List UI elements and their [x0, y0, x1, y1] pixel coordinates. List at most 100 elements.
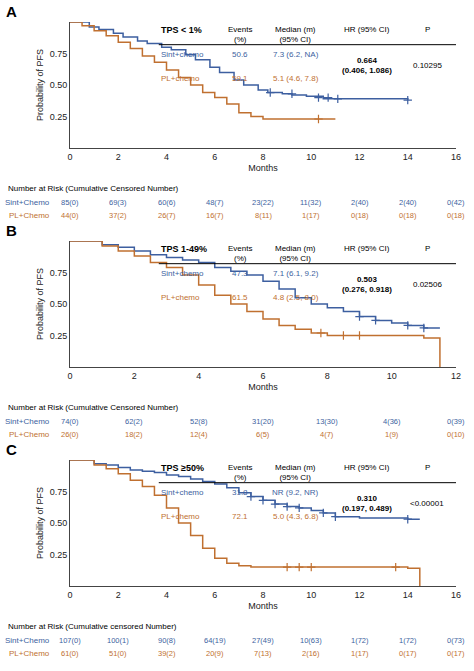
svg-text:NR (9.2, NR): NR (9.2, NR) [272, 488, 319, 497]
svg-text:12(4): 12(4) [190, 430, 208, 439]
svg-text:0.25: 0.25 [50, 331, 68, 341]
svg-text:69(3): 69(3) [109, 198, 127, 207]
svg-text:C: C [6, 441, 17, 458]
svg-text:0.50: 0.50 [50, 299, 68, 309]
svg-text:PL+Chemo: PL+Chemo [9, 430, 50, 439]
svg-text:2: 2 [116, 152, 121, 162]
svg-text:Probability of PFS: Probability of PFS [35, 487, 45, 559]
svg-text:0(73): 0(73) [447, 636, 465, 645]
svg-text:4(36): 4(36) [383, 417, 401, 426]
svg-text:Median (m)(95% CI): Median (m)(95% CI) [275, 25, 316, 44]
svg-text:31(20): 31(20) [252, 417, 274, 426]
svg-text:0.25: 0.25 [50, 550, 68, 560]
svg-text:6: 6 [260, 371, 265, 381]
svg-text:2: 2 [132, 371, 137, 381]
svg-text:16(7): 16(7) [206, 211, 224, 220]
svg-text:2(40): 2(40) [351, 198, 369, 207]
svg-text:0.25: 0.25 [50, 112, 68, 122]
svg-text:26(7): 26(7) [158, 211, 176, 220]
svg-text:Probability of PFS: Probability of PFS [35, 49, 45, 121]
svg-text:Sint+Chemo: Sint+Chemo [5, 198, 50, 207]
svg-text:P: P [425, 244, 430, 253]
svg-text:48(7): 48(7) [206, 198, 224, 207]
svg-text:6(5): 6(5) [256, 430, 270, 439]
svg-text:HR (95% CI): HR (95% CI) [344, 463, 390, 472]
svg-text:37(2): 37(2) [109, 211, 127, 220]
svg-text:HR (95% CI): HR (95% CI) [344, 244, 390, 253]
svg-text:Sint+Chemo: Sint+Chemo [5, 417, 50, 426]
svg-text:7(13): 7(13) [254, 649, 272, 658]
svg-text:0(10): 0(10) [447, 430, 465, 439]
svg-text:Sint+Chemo: Sint+Chemo [5, 636, 50, 645]
svg-text:16: 16 [451, 590, 461, 600]
svg-text:23(22): 23(22) [252, 198, 274, 207]
svg-text:27(49): 27(49) [252, 636, 274, 645]
svg-text:0(42): 0(42) [447, 198, 465, 207]
svg-text:8: 8 [260, 590, 265, 600]
svg-text:PL+chemo: PL+chemo [161, 74, 200, 83]
svg-text:Events(%): Events(%) [228, 25, 252, 44]
svg-text:62(2): 62(2) [125, 417, 143, 426]
svg-text:0(17): 0(17) [399, 649, 417, 658]
svg-text:B: B [6, 222, 17, 239]
svg-text:4: 4 [164, 152, 169, 162]
svg-text:107(0): 107(0) [59, 636, 81, 645]
svg-text:0.664(0.406, 1.086): 0.664(0.406, 1.086) [342, 56, 392, 75]
svg-text:12: 12 [354, 590, 364, 600]
svg-text:4: 4 [196, 371, 201, 381]
svg-text:61.5: 61.5 [232, 293, 248, 302]
svg-text:4: 4 [164, 590, 169, 600]
svg-text:64(19): 64(19) [204, 636, 226, 645]
svg-text:60(6): 60(6) [158, 198, 176, 207]
svg-text:1(17): 1(17) [302, 211, 320, 220]
svg-text:HR (95% CI): HR (95% CI) [344, 25, 390, 34]
svg-text:Median (m)(95% CI): Median (m)(95% CI) [275, 463, 316, 482]
svg-text:2: 2 [116, 590, 121, 600]
svg-text:47.3: 47.3 [232, 269, 248, 278]
svg-text:TPS ≥50%: TPS ≥50% [161, 463, 204, 473]
svg-text:0.75: 0.75 [50, 49, 68, 59]
svg-text:26(0): 26(0) [61, 430, 79, 439]
svg-text:6: 6 [212, 590, 217, 600]
svg-text:Median (m)(95% CI): Median (m)(95% CI) [275, 244, 316, 263]
svg-text:100(1): 100(1) [107, 636, 129, 645]
svg-text:0(18): 0(18) [447, 211, 465, 220]
svg-text:14: 14 [403, 590, 413, 600]
svg-text:72.1: 72.1 [232, 512, 248, 521]
svg-text:8(11): 8(11) [255, 211, 272, 220]
svg-text:51(0): 51(0) [109, 649, 127, 658]
svg-text:5.0 (4.3, 6.8): 5.0 (4.3, 6.8) [273, 512, 319, 521]
svg-text:1(72): 1(72) [399, 636, 417, 645]
svg-text:Sint+chemo: Sint+chemo [161, 488, 204, 497]
svg-text:4.8 (2.5, 8.0): 4.8 (2.5, 8.0) [273, 293, 319, 302]
svg-text:Sint+chemo: Sint+chemo [161, 269, 204, 278]
svg-text:61(0): 61(0) [61, 649, 79, 658]
svg-text:1(9): 1(9) [385, 430, 399, 439]
svg-text:1(72): 1(72) [351, 636, 369, 645]
svg-text:14: 14 [403, 152, 413, 162]
svg-text:31.8: 31.8 [232, 488, 248, 497]
svg-text:0(39): 0(39) [447, 417, 465, 426]
svg-text:90(8): 90(8) [158, 636, 176, 645]
svg-text:0.310(0.197, 0.489): 0.310(0.197, 0.489) [342, 494, 392, 513]
svg-text:10: 10 [387, 371, 397, 381]
svg-text:PL+chemo: PL+chemo [161, 512, 200, 521]
svg-text:0.75: 0.75 [50, 268, 68, 278]
svg-text:PL+Chemo: PL+Chemo [9, 211, 50, 220]
svg-text:13(30): 13(30) [316, 417, 338, 426]
svg-text:0.75: 0.75 [50, 487, 68, 497]
svg-text:59.1: 59.1 [232, 74, 248, 83]
svg-text:5.1 (4.6, 7.8): 5.1 (4.6, 7.8) [273, 74, 319, 83]
svg-text:11(32): 11(32) [300, 198, 322, 207]
svg-text:85(0): 85(0) [61, 198, 79, 207]
svg-text:Events(%): Events(%) [228, 463, 252, 482]
svg-text:Months: Months [248, 382, 278, 392]
svg-text:TPS < 1%: TPS < 1% [161, 25, 202, 35]
svg-text:0: 0 [67, 152, 72, 162]
svg-text:20(9): 20(9) [206, 649, 224, 658]
svg-text:Months: Months [248, 601, 278, 611]
svg-text:A: A [6, 3, 17, 20]
svg-text:0.50: 0.50 [50, 80, 68, 90]
svg-text:0.503(0.276, 0.918): 0.503(0.276, 0.918) [342, 275, 392, 294]
svg-text:0(18): 0(18) [351, 211, 369, 220]
